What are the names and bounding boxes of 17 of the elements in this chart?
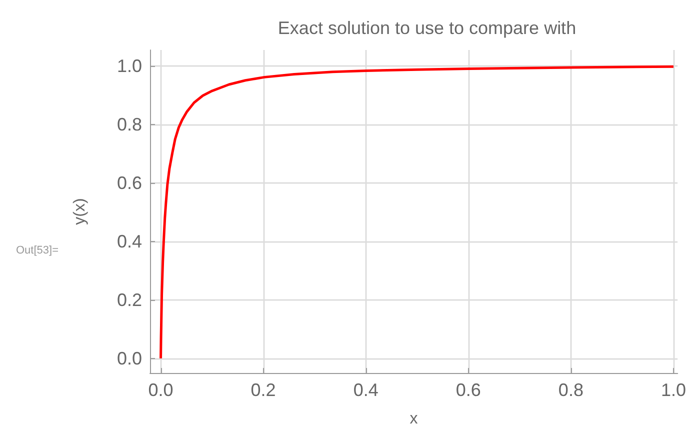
x-tick-label: 0.6 (456, 380, 481, 400)
x-axis-title: x (410, 410, 418, 428)
x-tick-label: 1.0 (660, 380, 686, 400)
y-tick-label: 1.0 (116, 56, 142, 76)
y-tick-label: 0.8 (116, 114, 142, 135)
y-tick-label: 0.4 (116, 231, 142, 252)
chart-title: Exact solution to use to compare with (278, 18, 576, 38)
x-tick-label: 0.4 (353, 380, 378, 400)
y-tick-label: 0.6 (116, 173, 142, 193)
y-axis-title: y(x) (72, 198, 88, 225)
x-tick-label: 0.8 (558, 380, 584, 400)
x-tick-label: 0.0 (148, 380, 174, 400)
x-tick-label: 0.2 (250, 380, 276, 400)
y-tick-label: 0.0 (116, 348, 142, 368)
line-series (160, 65, 675, 360)
y-tick-label: 0.2 (116, 290, 142, 310)
text: Out[53]= (16, 244, 59, 256)
